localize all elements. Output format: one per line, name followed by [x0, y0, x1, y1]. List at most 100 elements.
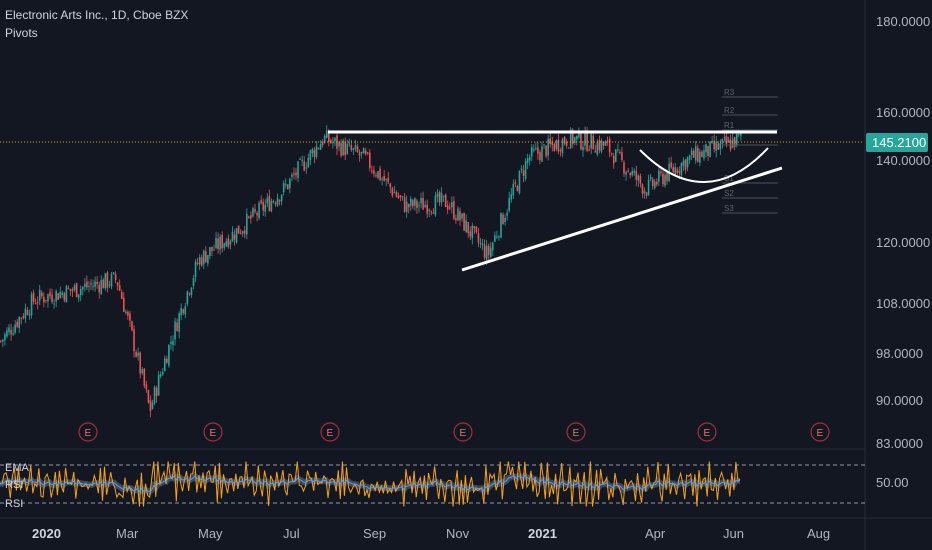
- candle-body: [168, 344, 170, 366]
- rsi-line: [0, 461, 741, 507]
- candle-body: [90, 283, 92, 285]
- candle-body: [77, 294, 80, 299]
- earnings-marker[interactable]: [810, 422, 830, 442]
- earnings-marker[interactable]: [453, 422, 473, 442]
- candle-body: [301, 159, 303, 161]
- pivot-label: R2: [724, 106, 735, 115]
- candle-body: [444, 194, 447, 208]
- time-axis[interactable]: 2020 Mar May Jul Sep Nov 2021 Apr Jun Au…: [32, 526, 830, 541]
- candle-body: [84, 283, 86, 287]
- candle-body: [360, 151, 363, 154]
- candle-body: [239, 233, 242, 235]
- symbol-title[interactable]: Electronic Arts Inc., 1D, Cboe BZX: [5, 8, 188, 22]
- candle-body: [610, 153, 613, 155]
- candle-body: [498, 236, 500, 238]
- candle-body: [373, 170, 375, 174]
- rising-trendline[interactable]: [461, 166, 783, 272]
- candle-body: [47, 294, 49, 302]
- candle-body: [276, 197, 279, 206]
- x-tick-label: Mar: [116, 526, 139, 541]
- earnings-marker[interactable]: [203, 422, 223, 442]
- candle-body: [147, 390, 150, 403]
- candle-body: [26, 309, 29, 315]
- candle-body: [317, 148, 320, 150]
- candle-body: [407, 204, 410, 208]
- candle-body: [67, 288, 70, 290]
- candle-body: [38, 289, 41, 301]
- candle-body: [588, 149, 590, 151]
- candle-body: [184, 306, 187, 315]
- y-tick-label: 90.0000: [876, 393, 923, 408]
- candle-body: [619, 152, 621, 154]
- price-axis[interactable]: 180.0000 160.0000 140.0000 120.0000 108.…: [876, 14, 930, 490]
- earnings-marker[interactable]: [320, 422, 340, 442]
- candle-body: [186, 291, 189, 304]
- candle-body: [551, 141, 554, 145]
- candle-body: [303, 161, 305, 171]
- x-tick-label: Jun: [723, 526, 744, 541]
- candle-body: [461, 213, 463, 219]
- candle-body: [526, 158, 529, 163]
- earnings-marker[interactable]: [78, 422, 98, 442]
- earnings-marker-label: E: [460, 428, 467, 439]
- earnings-marker-label: E: [704, 428, 711, 439]
- candle-body: [112, 272, 115, 274]
- candle-body: [403, 197, 406, 212]
- rsi-legend[interactable]: RSI: [5, 498, 23, 510]
- candle-body: [135, 352, 137, 357]
- candle-body: [471, 225, 474, 239]
- candle-body: [553, 144, 556, 151]
- candle-body: [260, 200, 262, 204]
- candle-body: [528, 157, 531, 161]
- candle-body: [535, 148, 537, 150]
- candle-body: [483, 244, 486, 259]
- candle-body: [662, 173, 664, 185]
- candle-body: [639, 175, 642, 184]
- candle-body: [627, 170, 629, 172]
- candle-body: [420, 198, 422, 204]
- candle-body: [643, 190, 646, 194]
- candle-body: [405, 201, 408, 212]
- earnings-marker[interactable]: [566, 422, 586, 442]
- candle-body: [36, 301, 39, 303]
- candle-body: [489, 247, 492, 257]
- candle-body: [410, 198, 412, 206]
- candle-body: [485, 246, 488, 260]
- candle-body: [28, 314, 31, 316]
- y-tick-label: 160.0000: [876, 105, 930, 120]
- candle-body: [465, 220, 467, 232]
- candle-body: [155, 387, 158, 397]
- candle-body: [631, 171, 633, 176]
- earnings-marker-label: E: [210, 428, 217, 439]
- candle-body: [49, 292, 51, 297]
- ema-line: [0, 474, 741, 493]
- candle-body: [356, 146, 359, 152]
- x-tick-label: Sep: [363, 526, 386, 541]
- ema-legend[interactable]: EMA: [5, 462, 30, 474]
- rsi-legend[interactable]: RSI: [5, 479, 23, 491]
- x-tick-label: 2020: [32, 526, 61, 541]
- candle-body: [328, 132, 330, 143]
- candle-body: [127, 311, 129, 316]
- candle-body: [567, 147, 570, 149]
- candle-body: [92, 286, 94, 288]
- indicator-name[interactable]: Pivots: [5, 26, 38, 40]
- candle-body: [479, 243, 482, 245]
- candle-body: [73, 285, 76, 291]
- candle-body: [674, 167, 677, 175]
- cup-arc[interactable]: [639, 147, 769, 183]
- candle-body: [364, 150, 367, 154]
- earnings-marker[interactable]: [697, 422, 717, 442]
- candle-body: [233, 234, 236, 240]
- candle-body: [635, 171, 638, 180]
- candle-body: [699, 151, 701, 163]
- candle-body: [731, 138, 734, 148]
- candle-body: [688, 155, 691, 160]
- candle-body: [30, 294, 33, 316]
- candle-body: [721, 139, 724, 144]
- candle-body: [574, 137, 576, 143]
- candle-body: [717, 143, 720, 150]
- candle-body: [280, 194, 283, 202]
- candle-body: [381, 178, 383, 180]
